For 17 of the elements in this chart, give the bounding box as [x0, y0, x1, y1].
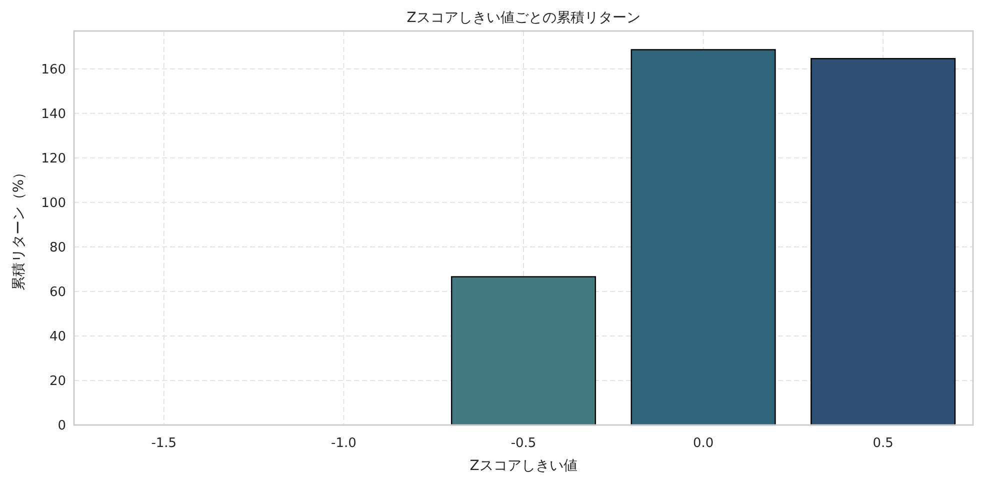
y-tick-label: 80 [49, 240, 66, 256]
y-tick-label: 20 [49, 374, 66, 389]
y-tick-label: 40 [49, 329, 66, 344]
x-tick-label: -0.5 [510, 436, 536, 451]
x-axis-title: Zスコアしきい値 [470, 458, 578, 474]
x-tick-label: -1.0 [331, 436, 356, 451]
y-tick-label: 0 [58, 418, 66, 434]
chart-title: Zスコアしきい値ごとの累積リターン [406, 10, 640, 26]
y-tick-label: 100 [41, 196, 66, 211]
x-tick-label: -1.5 [151, 436, 177, 451]
x-tick-label: 0.0 [692, 436, 714, 451]
y-tick-label: 140 [41, 106, 66, 122]
x-tick-label: 0.5 [872, 436, 894, 451]
y-axis-title: 累積リターン（%） [11, 165, 27, 291]
y-tick-label: 160 [41, 62, 66, 78]
y-tick-label: 60 [49, 284, 66, 300]
y-tick-label: 120 [41, 151, 66, 166]
